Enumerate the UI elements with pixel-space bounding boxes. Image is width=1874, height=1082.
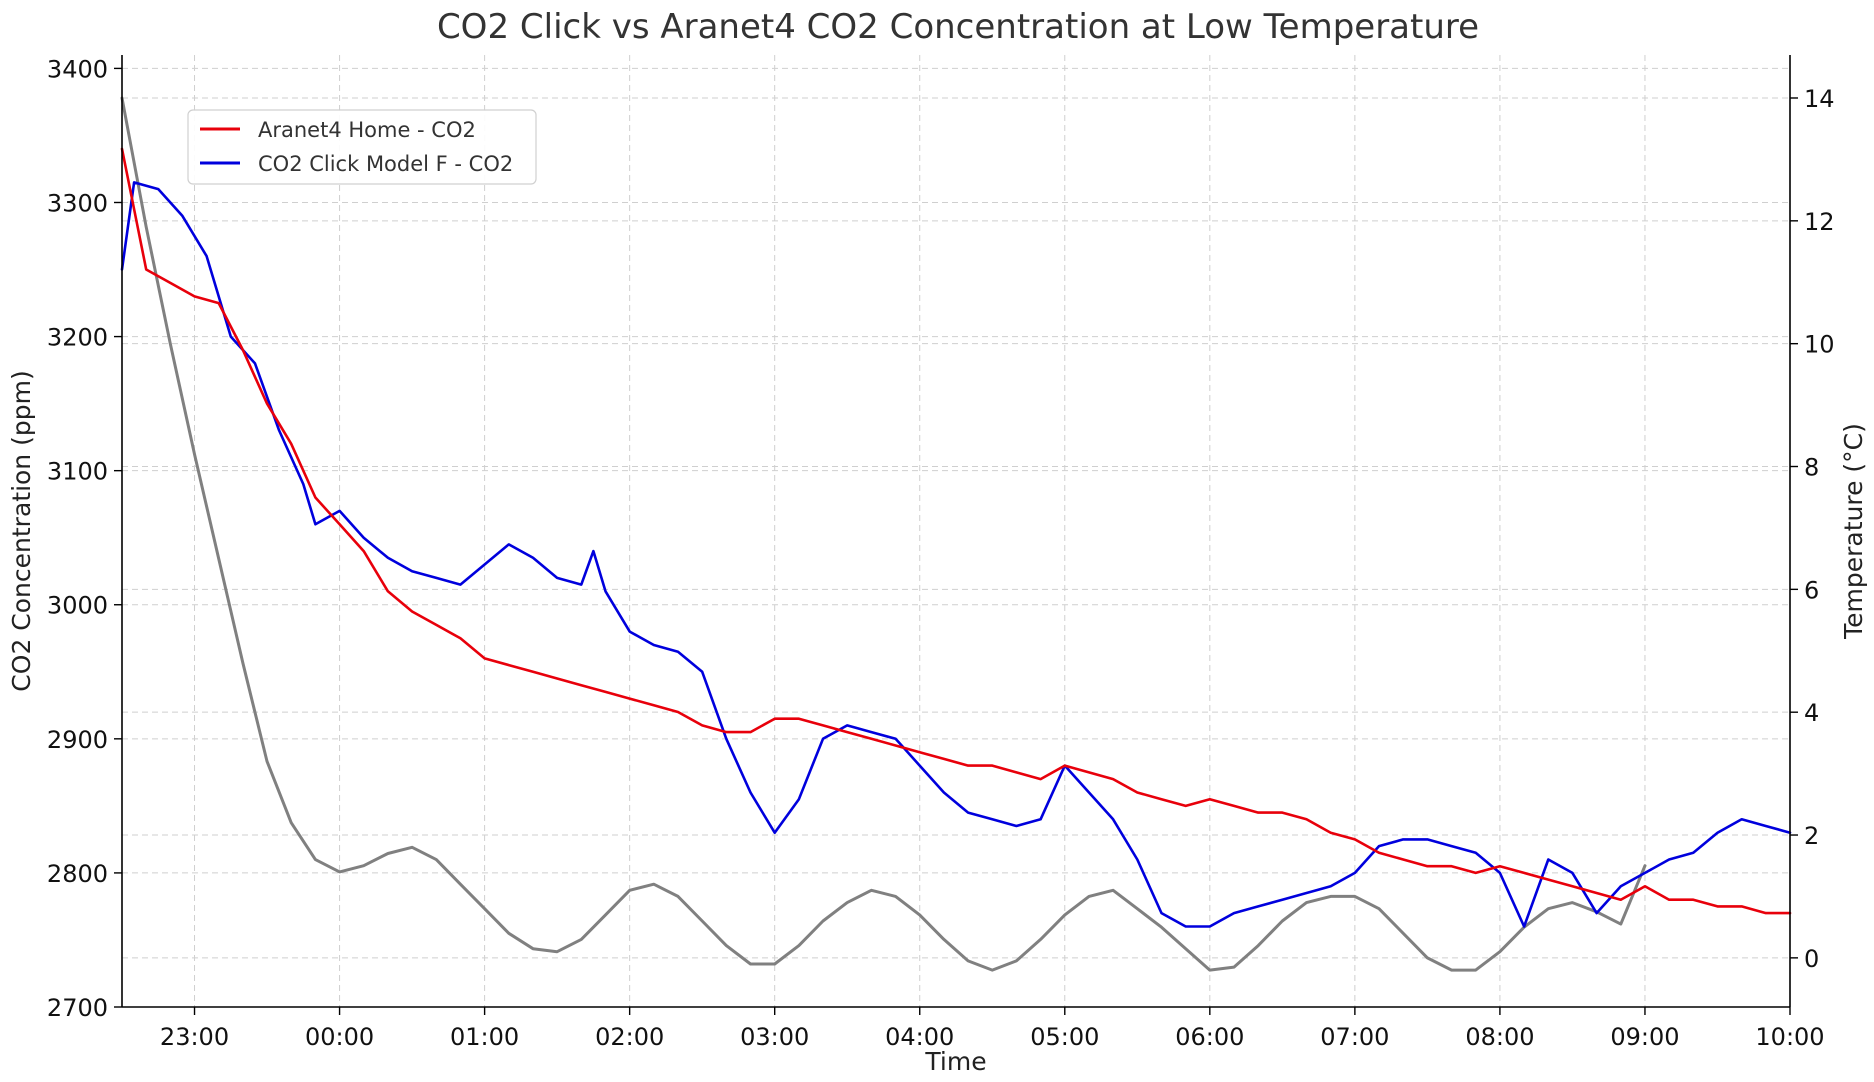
x-tick-label: 07:00 [1320, 1023, 1389, 1051]
y-tick-label: 3000 [47, 592, 108, 620]
aranet4-co2-line [120, 147, 1792, 915]
y2-tick-label: 14 [1804, 85, 1835, 113]
plot-area [122, 55, 1790, 1007]
series-lines [120, 96, 1792, 972]
y-tick-label: 3400 [47, 55, 108, 83]
x-tick-label: 00:00 [305, 1023, 374, 1051]
axis-ticks: 23:00 00:00 01:00 02:00 03:00 04:00 05:00 06:00… [47, 55, 1835, 1051]
y-tick-label: 3300 [47, 189, 108, 217]
y-tick-label: 2800 [47, 860, 108, 888]
y-axis-label: CO2 Concentration (ppm) [7, 370, 36, 691]
y2-tick-label: 0 [1804, 945, 1819, 973]
y2-tick-label: 2 [1804, 822, 1819, 850]
temperature-line [120, 96, 1647, 972]
y-tick-label: 3200 [47, 324, 108, 352]
x-tick-label: 06:00 [1175, 1023, 1244, 1051]
x-tick-label: 08:00 [1465, 1023, 1534, 1051]
y2-tick-label: 6 [1804, 576, 1819, 604]
legend: Aranet4 Home - CO2 CO2 Click Model F - C… [187, 109, 537, 185]
legend-label-aranet4: Aranet4 Home - CO2 [258, 118, 476, 142]
x-tick-label: 04:00 [885, 1023, 954, 1051]
y-tick-label: 3100 [47, 458, 108, 486]
legend-box [187, 109, 537, 185]
y2-axis-label: Temperature (°C) [1839, 423, 1868, 640]
y2-tick-label: 12 [1804, 208, 1835, 236]
co2-click-line [120, 181, 1792, 928]
y2-tick-label: 8 [1804, 454, 1819, 482]
x-tick-label: 10:00 [1755, 1023, 1824, 1051]
y-tick-label: 2700 [47, 994, 108, 1022]
y2-tick-label: 4 [1804, 699, 1819, 727]
chart-title: CO2 Click vs Aranet4 CO2 Concentration a… [437, 7, 1479, 47]
y-tick-label: 2900 [47, 726, 108, 754]
x-tick-label: 05:00 [1030, 1023, 1099, 1051]
legend-label-co2-click: CO2 Click Model F - CO2 [258, 152, 513, 176]
y2-tick-label: 10 [1804, 331, 1835, 359]
x-tick-label: 09:00 [1610, 1023, 1679, 1051]
x-tick-label: 23:00 [160, 1023, 229, 1051]
x-tick-label: 02:00 [595, 1023, 664, 1051]
x-tick-label: 03:00 [740, 1023, 809, 1051]
grid [122, 55, 1791, 1008]
x-axis-label: Time [924, 1047, 986, 1076]
x-tick-label: 01:00 [450, 1023, 519, 1051]
